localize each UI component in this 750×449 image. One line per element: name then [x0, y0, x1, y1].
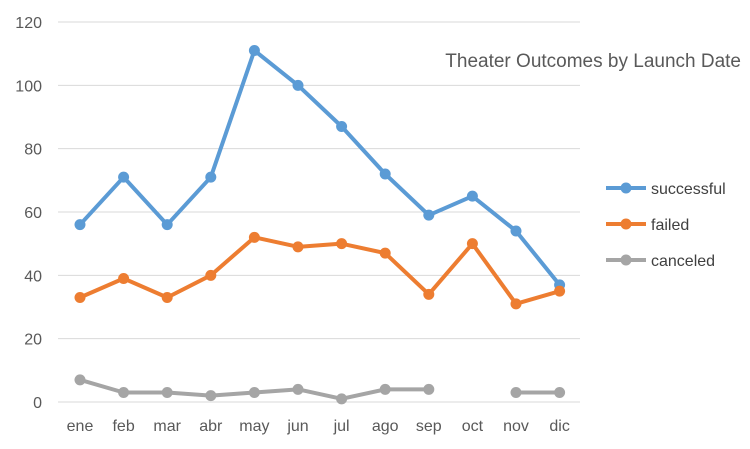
x-tick-label: oct — [462, 418, 484, 435]
y-tick-label: 40 — [24, 268, 42, 285]
data-point-successful — [292, 79, 304, 91]
data-point-failed — [205, 269, 217, 281]
x-tick-label: feb — [112, 418, 134, 435]
data-point-failed — [554, 285, 566, 297]
gridlines — [58, 21, 580, 403]
data-point-successful — [248, 45, 260, 56]
data-point-failed — [161, 292, 173, 303]
x-tick-label: sep — [416, 418, 442, 435]
series-line-successful — [78, 48, 562, 287]
data-point-canceled — [118, 387, 130, 398]
data-point-canceled — [161, 387, 173, 398]
legend-label: failed — [651, 217, 689, 234]
data-point-successful — [74, 219, 86, 231]
data-point-canceled — [510, 387, 522, 398]
data-point-canceled — [379, 383, 391, 395]
y-tick-label: 80 — [24, 142, 42, 159]
chart-title: Theater Outcomes by Launch Date — [445, 51, 741, 72]
y-tick-label: 100 — [15, 78, 42, 95]
x-tick-label: mar — [153, 418, 181, 435]
y-tick-label: 20 — [24, 332, 42, 349]
data-point-failed — [74, 292, 86, 303]
y-tick-label: 60 — [24, 205, 42, 222]
data-point-failed — [336, 238, 348, 250]
x-tick-label: may — [239, 418, 269, 435]
series-line-failed — [78, 235, 562, 306]
legend-label: canceled — [651, 253, 715, 270]
series-successful — [74, 45, 566, 291]
x-tick-label: jul — [333, 418, 350, 435]
x-tick-label: ago — [372, 418, 399, 435]
data-point-successful — [423, 209, 435, 221]
data-point-successful — [379, 168, 391, 180]
data-point-canceled — [248, 387, 260, 398]
data-point-failed — [466, 238, 478, 250]
data-point-canceled — [423, 383, 435, 395]
legend-swatch-marker — [620, 254, 632, 266]
data-point-canceled — [336, 393, 348, 405]
x-tick-label: dic — [549, 418, 569, 435]
legend-item-canceled: canceled — [606, 253, 715, 270]
data-point-successful — [161, 219, 173, 231]
data-point-failed — [292, 241, 304, 253]
data-point-successful — [118, 171, 130, 183]
data-point-failed — [248, 231, 260, 243]
y-tick-label: 0 — [33, 395, 42, 412]
legend-label: successful — [651, 181, 726, 198]
x-tick-label: nov — [503, 418, 529, 435]
x-tick-label: ene — [67, 418, 94, 435]
data-point-successful — [510, 225, 522, 237]
x-tick-label: jun — [286, 418, 308, 435]
y-tick-label: 120 — [15, 15, 42, 32]
data-point-canceled — [74, 374, 86, 386]
legend-item-successful: successful — [606, 181, 726, 198]
data-point-canceled — [554, 387, 566, 398]
data-point-successful — [336, 121, 348, 132]
data-point-successful — [466, 190, 478, 202]
data-point-failed — [118, 273, 130, 284]
legend-swatch-marker — [620, 218, 632, 230]
data-point-successful — [205, 171, 217, 183]
data-point-canceled — [205, 390, 217, 402]
x-tick-label: abr — [199, 418, 223, 435]
legend: successful failed canceled — [606, 181, 726, 270]
y-axis-ticks: 0 20 40 60 80 100 120 — [15, 15, 42, 412]
legend-swatch-marker — [620, 182, 632, 194]
data-point-failed — [379, 247, 391, 259]
series-canceled — [74, 374, 566, 405]
data-point-failed — [423, 288, 435, 300]
legend-item-failed: failed — [606, 217, 689, 234]
data-point-canceled — [292, 383, 304, 395]
x-axis-ticks: ene feb mar abr may jun jul ago sep oct nov dic — [67, 418, 570, 435]
series-group — [74, 45, 566, 405]
series-failed — [74, 231, 566, 310]
data-point-failed — [510, 298, 522, 310]
